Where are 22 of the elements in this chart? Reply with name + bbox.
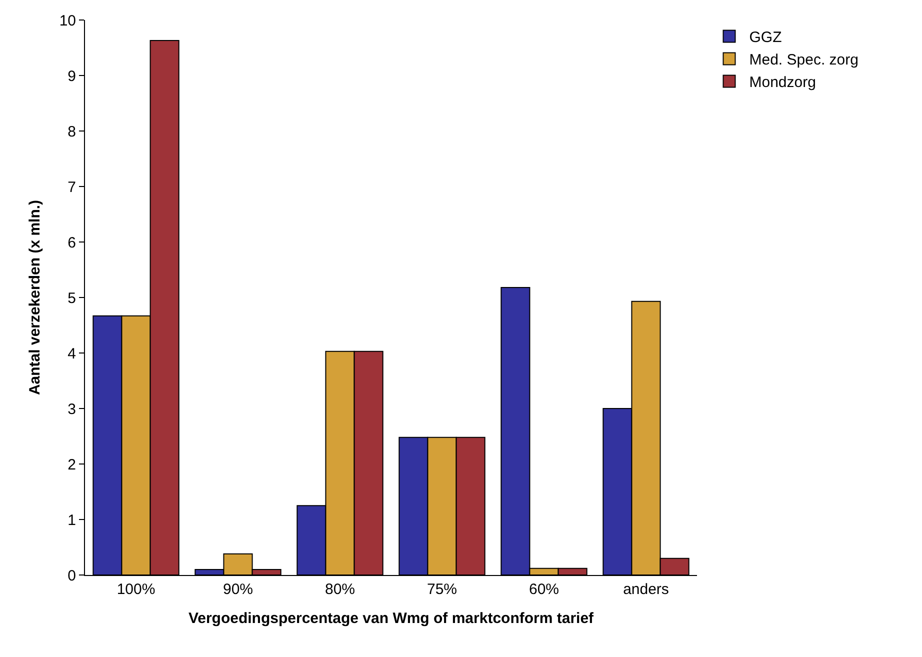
y-tick-label: 8 <box>68 123 76 140</box>
x-tick-label: anders <box>623 581 669 598</box>
y-tick-label: 2 <box>68 456 76 474</box>
y-tick-label: 5 <box>68 290 76 307</box>
y-tick-label: 6 <box>68 234 76 252</box>
legend-label: Med. Spec. zorg <box>749 52 858 69</box>
y-tick-label: 9 <box>68 68 76 85</box>
y-tick-label: 10 <box>59 12 76 30</box>
y-tick-label: 3 <box>68 400 76 418</box>
y-tick-label: 4 <box>68 345 76 362</box>
x-tick-label: 60% <box>528 581 560 598</box>
y-tick-label: 1 <box>68 512 76 529</box>
x-tick-label: 90% <box>222 581 254 598</box>
y-axis-title: Aantal verzekerden (x mln.) <box>26 200 44 396</box>
y-tick-label: 0 <box>68 567 76 584</box>
x-tick-label: 75% <box>426 581 458 598</box>
x-tick-label: 80% <box>324 581 356 598</box>
x-tick-label: 100% <box>116 581 156 598</box>
y-tick-label: 7 <box>68 178 76 196</box>
legend-label: GGZ <box>749 29 782 46</box>
legend-label: Mondzorg <box>749 74 816 92</box>
x-axis-title: Vergoedingspercentage van Wmg of marktconform tarief <box>188 610 595 627</box>
